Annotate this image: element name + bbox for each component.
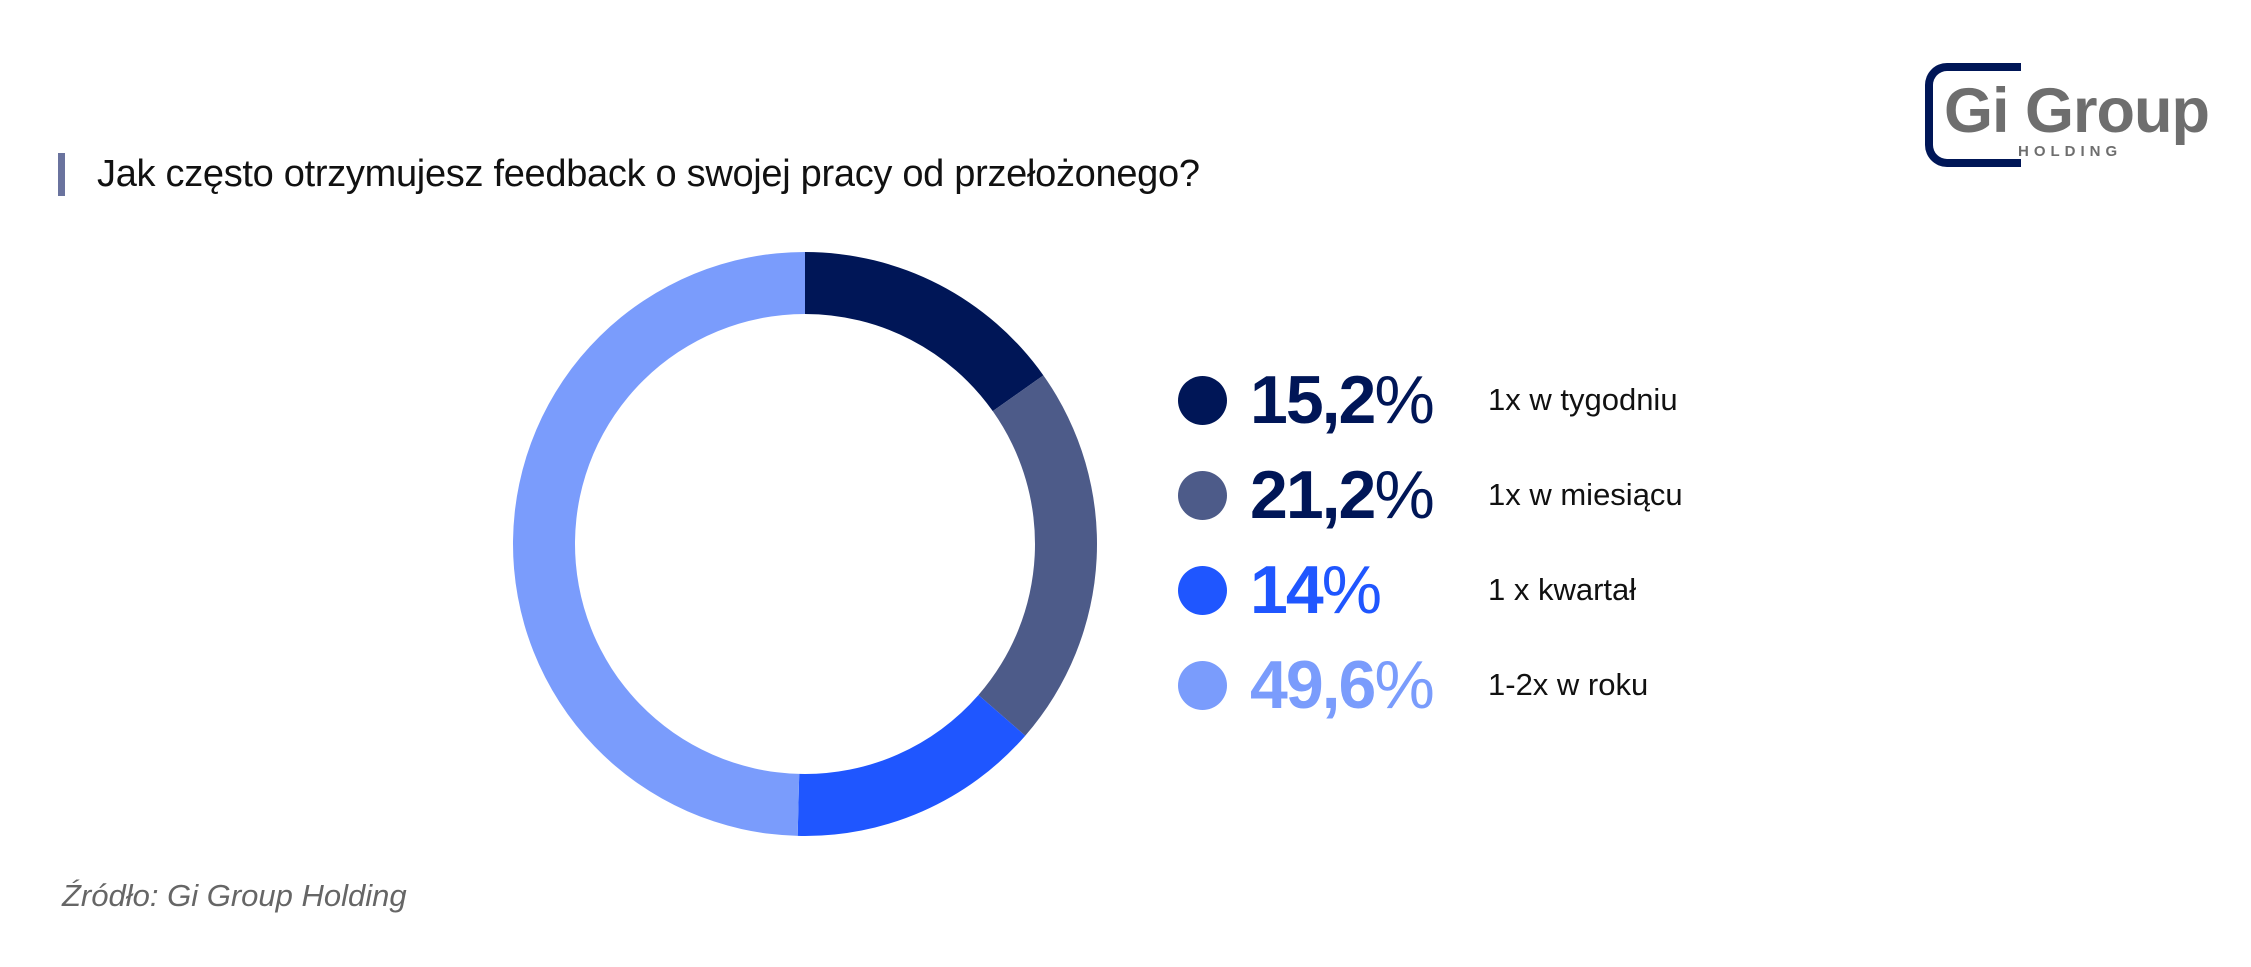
legend-label: 1x w miesiącu: [1488, 477, 1683, 512]
donut-slice: [805, 252, 1044, 412]
legend-value: 21,2%: [1250, 457, 1435, 533]
logo-wordmark: Gi Group: [1944, 76, 2210, 146]
chart-title: Jak często otrzymujesz feedback o swojej…: [97, 153, 1200, 195]
title-accent-bar: [58, 153, 65, 196]
legend-label: 1-2x w roku: [1488, 667, 1649, 702]
donut-chart: [513, 252, 1097, 836]
gi-group-logo: Gi Group HOLDING: [1922, 60, 2222, 167]
legend-item: 49,6% 1-2x w roku: [1178, 637, 1778, 732]
legend-dot-icon: [1178, 471, 1227, 520]
chart-legend: 15,2% 1x w tygodniu 21,2% 1x w miesiącu …: [1178, 352, 1778, 732]
legend-dot-icon: [1178, 376, 1227, 425]
legend-label: 1 x kwartał: [1488, 572, 1637, 607]
legend-item: 15,2% 1x w tygodniu: [1178, 352, 1778, 447]
legend-item: 21,2% 1x w miesiącu: [1178, 447, 1778, 542]
donut-slices: [513, 252, 1097, 836]
legend-value: 49,6%: [1250, 647, 1435, 723]
donut-slice: [513, 252, 805, 836]
legend-dot-icon: [1178, 661, 1227, 710]
legend-dot-icon: [1178, 566, 1227, 615]
donut-slice: [797, 695, 1026, 836]
legend-item: 14% 1 x kwartał: [1178, 542, 1778, 637]
donut-slice: [978, 375, 1097, 736]
logo-bracket-icon: [1925, 63, 2021, 167]
legend-value: 15,2%: [1250, 362, 1435, 438]
source-note: Źródło: Gi Group Holding: [62, 878, 407, 913]
logo-subtitle: HOLDING: [2018, 143, 2123, 160]
legend-label: 1x w tygodniu: [1488, 382, 1678, 417]
legend-value: 14%: [1250, 552, 1383, 628]
